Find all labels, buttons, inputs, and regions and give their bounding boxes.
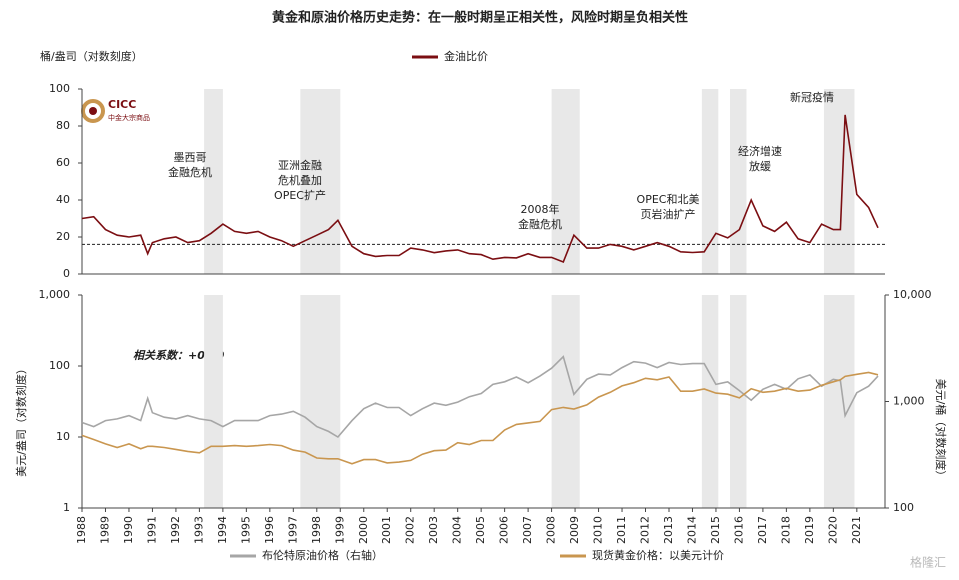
x-tick-label: 2017	[756, 516, 769, 544]
x-tick-label: 1990	[122, 516, 135, 544]
legend-label: 布伦特原油价格（右轴）	[262, 548, 383, 562]
y-tick-label: 60	[56, 156, 70, 169]
x-tick-label: 2014	[685, 516, 698, 544]
y2-axis-label: 美元/桶（对数刻度）	[934, 379, 948, 482]
x-tick-label: 1992	[169, 516, 182, 544]
x-tick-label: 2020	[826, 516, 839, 544]
x-tick-label: 2010	[592, 516, 605, 544]
annotation: 金融危机	[518, 217, 562, 231]
chart-title: 黄金和原油价格历史走势：在一般时期呈正相关性，风险时期呈负相关性	[272, 10, 688, 26]
x-tick-label: 1994	[216, 516, 229, 544]
x-tick-label: 2009	[568, 516, 581, 544]
annotation: 经济增速	[738, 144, 782, 158]
x-tick-label: 2008	[545, 516, 558, 544]
x-tick-label: 2019	[803, 516, 816, 544]
x-tick-label: 2001	[380, 516, 393, 544]
shaded-period	[730, 295, 747, 508]
y-tick-label: 0	[63, 267, 70, 280]
shaded-period	[204, 295, 223, 508]
shaded-period	[551, 295, 580, 508]
logo: CICC	[108, 98, 136, 111]
x-tick-label: 2012	[639, 516, 652, 544]
shaded-period	[300, 89, 341, 274]
x-tick-label: 2015	[709, 516, 722, 544]
watermark: 格隆汇	[910, 555, 946, 570]
x-tick-label: 1993	[192, 516, 205, 544]
x-tick-label: 2005	[474, 516, 487, 544]
series-line	[81, 371, 879, 465]
x-tick-label: 2021	[850, 516, 863, 544]
x-tick-label: 1999	[333, 516, 346, 544]
x-tick-label: 2004	[451, 516, 464, 544]
y-tick-label: 10	[56, 430, 70, 443]
legend-label: 现货黄金价格：以美元计价	[592, 548, 724, 562]
x-tick-label: 1989	[98, 516, 111, 544]
x-tick-label: 1997	[286, 516, 299, 544]
x-tick-label: 2016	[732, 516, 745, 544]
x-tick-label: 1996	[263, 516, 276, 544]
y-tick-label: 20	[56, 230, 70, 243]
annotation: 亚洲金融	[278, 158, 322, 172]
logo-icon	[89, 107, 97, 115]
legend-label: 金油比价	[444, 49, 488, 63]
shaded-period	[551, 89, 580, 274]
y-axis-label: 美元/盎司（对数刻度）	[14, 363, 28, 477]
x-tick-label: 2011	[615, 516, 628, 544]
y-tick-label: 1	[63, 501, 70, 514]
shaded-period	[701, 89, 719, 274]
annotation: 新冠疫情	[790, 90, 834, 104]
x-tick-label: 2006	[498, 516, 511, 544]
shaded-period	[204, 89, 223, 274]
y-tick-label: 100	[49, 359, 70, 372]
annotation: 放缓	[749, 159, 771, 173]
annotation: OPEC和北美	[637, 193, 700, 206]
shaded-period	[300, 295, 341, 508]
x-tick-label: 1988	[75, 516, 88, 544]
y2-tick-label: 1,000	[893, 395, 925, 408]
y-tick-label: 100	[49, 82, 70, 95]
shaded-period	[823, 295, 855, 508]
y2-tick-label: 10,000	[893, 288, 932, 301]
annotation: 页岩油扩产	[641, 207, 696, 221]
x-tick-label: 2000	[357, 516, 370, 544]
y-tick-label: 1,000	[39, 288, 71, 301]
annotation: OPEC扩产	[274, 188, 326, 202]
x-tick-label: 1991	[145, 516, 158, 544]
annotation: 2008年	[521, 202, 560, 216]
x-tick-label: 1998	[310, 516, 323, 544]
x-tick-label: 2002	[404, 516, 417, 544]
x-tick-label: 2013	[662, 516, 675, 544]
x-tick-label: 2007	[521, 516, 534, 544]
shaded-period	[823, 89, 855, 274]
logo-subtitle: 中金大宗商品	[108, 113, 150, 122]
x-tick-label: 2018	[779, 516, 792, 544]
y-tick-label: 80	[56, 119, 70, 132]
annotation: 金融危机	[168, 165, 212, 179]
series-line	[81, 114, 879, 264]
annotation: 墨西哥	[174, 151, 207, 164]
x-tick-label: 1995	[239, 516, 252, 544]
y2-tick-label: 100	[893, 501, 914, 514]
y-tick-label: 40	[56, 193, 70, 206]
series-line	[81, 355, 879, 439]
y-axis-label: 桶/盎司（对数刻度）	[40, 49, 143, 63]
shaded-period	[730, 89, 747, 274]
shaded-period	[701, 295, 719, 508]
annotation: 相关系数：+0.19	[133, 349, 225, 362]
annotation: 危机叠加	[278, 173, 322, 187]
logo-icon	[81, 99, 105, 123]
x-tick-label: 2003	[427, 516, 440, 544]
